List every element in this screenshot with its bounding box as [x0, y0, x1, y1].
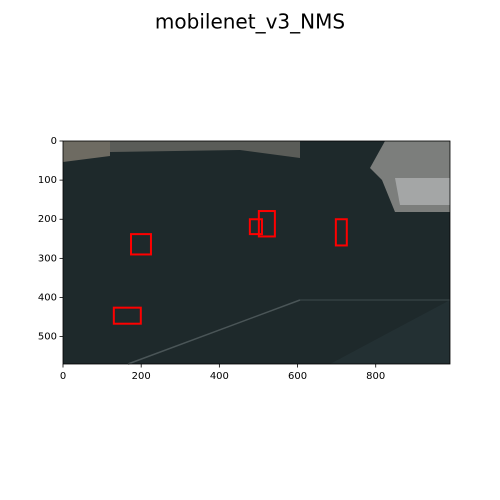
bounding-box	[112, 306, 142, 325]
y-tick-label: 100	[38, 175, 57, 186]
y-tick-label: 0	[51, 136, 57, 147]
x-tick-label: 200	[132, 371, 151, 382]
satellite-image	[63, 141, 450, 365]
bounding-box	[130, 233, 152, 256]
chart-title: mobilenet_v3_NMS	[155, 10, 345, 34]
bounding-box	[334, 218, 348, 247]
y-tick-label: 400	[38, 292, 57, 303]
y-tick-label: 300	[38, 253, 57, 264]
y-tick-label: 500	[38, 332, 57, 343]
x-tick-label: 0	[60, 371, 66, 382]
y-tick-label: 200	[38, 214, 57, 225]
x-tick-label: 400	[210, 371, 229, 382]
x-tick-label: 600	[288, 371, 307, 382]
x-tick-label: 800	[366, 371, 385, 382]
bounding-box	[248, 218, 263, 236]
bounding-box	[257, 210, 276, 238]
axes-frame	[62, 140, 451, 365]
